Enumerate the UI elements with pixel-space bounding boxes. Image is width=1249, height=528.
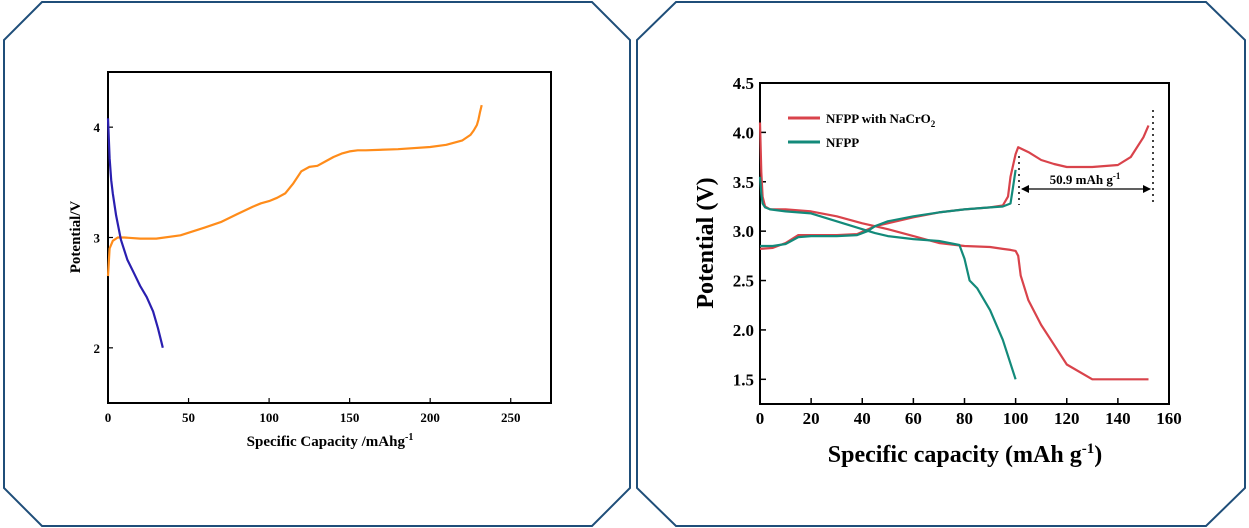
right-x-tick-label: 120 bbox=[1054, 409, 1080, 428]
right-y-tick-label: 3.5 bbox=[733, 173, 754, 192]
legend: NFPP with NaCrO2 NFPP bbox=[788, 111, 936, 150]
right-x-tick-label: 80 bbox=[956, 409, 973, 428]
legend-label-nfpp-nacro2: NFPP with NaCrO2 bbox=[826, 111, 936, 129]
right-x-tick-label: 160 bbox=[1156, 409, 1182, 428]
left-y-tick-label: 4 bbox=[94, 120, 101, 135]
legend-label-nfpp: NFPP bbox=[826, 135, 859, 150]
left-y-axis-label: Potential/V bbox=[68, 201, 84, 274]
left-panel-frame bbox=[3, 1, 631, 527]
right-series bbox=[758, 122, 1150, 381]
right-y-axis-label: Potential (V) bbox=[693, 177, 719, 308]
left-series-orange-line bbox=[106, 104, 483, 277]
capacity-arrowhead-right bbox=[1143, 185, 1151, 193]
right-y-ticks: 1.5 2.0 2.5 3.0 3.5 4.0 4.5 bbox=[733, 74, 766, 389]
left-x-tick-label: 100 bbox=[259, 410, 279, 425]
left-x-tick-label: 250 bbox=[501, 410, 521, 425]
right-panel-frame bbox=[636, 1, 1246, 527]
right-x-tick-label: 140 bbox=[1105, 409, 1131, 428]
left-x-tick-label: 50 bbox=[182, 410, 195, 425]
right-x-tick-label: 0 bbox=[756, 409, 765, 428]
right-y-tick-label: 1.5 bbox=[733, 370, 754, 389]
left-y-tick-label: 2 bbox=[94, 341, 101, 356]
right-x-ticks: 0 20 40 60 80 100 120 140 160 bbox=[756, 398, 1182, 428]
left-x-tick-label: 150 bbox=[340, 410, 360, 425]
right-y-tick-label: 2.5 bbox=[733, 272, 754, 291]
left-plot-area bbox=[107, 71, 552, 404]
left-series-blue-line bbox=[106, 118, 164, 349]
left-x-tick-label: 200 bbox=[420, 410, 440, 425]
right-x-tick-label: 20 bbox=[803, 409, 820, 428]
right-x-tick-label: 60 bbox=[905, 409, 922, 428]
right-series-3-teal-line bbox=[760, 169, 1017, 248]
right-y-tick-label: 3.0 bbox=[733, 222, 754, 241]
right-plot-area bbox=[759, 82, 1170, 405]
left-chart: 0 50 100 150 200 250 2 3 4 Specific Capacity /m… bbox=[68, 71, 552, 450]
right-y-tick-label: 4.5 bbox=[733, 74, 754, 93]
left-series bbox=[106, 104, 483, 349]
right-series-2-teal-line bbox=[758, 176, 1017, 380]
capacity-annotation: 50.9 mAh g-1 bbox=[1050, 171, 1121, 187]
left-x-tick-label: 0 bbox=[105, 410, 112, 425]
right-series-1-red-line bbox=[759, 125, 1150, 250]
right-x-tick-label: 40 bbox=[854, 409, 871, 428]
left-x-axis-label: Specific Capacity /mAhg-1 bbox=[247, 432, 414, 450]
right-series-0-red-line bbox=[758, 122, 1149, 381]
right-y-tick-label: 4.0 bbox=[733, 123, 754, 142]
left-x-ticks: 0 50 100 150 200 250 bbox=[105, 398, 521, 425]
right-y-tick-label: 2.0 bbox=[733, 321, 754, 340]
right-chart: 0 20 40 60 80 100 120 140 160 1.5 2.0 2.5 3.0 3.5 4.0… bbox=[693, 74, 1182, 468]
right-x-axis-label: Specific capacity (mAh g-1) bbox=[828, 441, 1102, 468]
right-x-tick-label: 100 bbox=[1003, 409, 1029, 428]
left-y-tick-label: 3 bbox=[94, 231, 101, 246]
capacity-arrowhead-left bbox=[1021, 185, 1029, 193]
